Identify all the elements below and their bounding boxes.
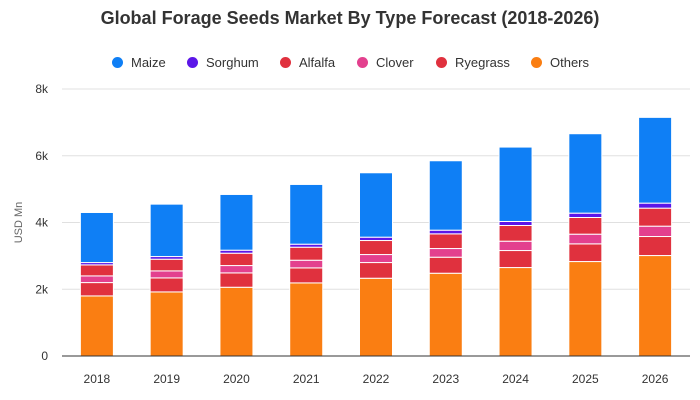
bar-maize-2020 [219, 193, 254, 251]
bar-maize-2024 [498, 146, 533, 222]
legend-swatch-maize [112, 56, 123, 68]
bar-maize-2018 [79, 211, 114, 264]
legend-swatch-ryegrass [436, 56, 447, 68]
bar-others-2024 [498, 267, 533, 357]
bar-sorghum-2026 [638, 202, 673, 209]
bar-others-2020 [219, 286, 254, 357]
legend-label-maize: Maize [131, 54, 166, 70]
bar-ryegrass-2024 [498, 250, 533, 269]
bar-ryegrass-2021 [289, 267, 324, 284]
bar-maize-2026 [638, 116, 673, 204]
bar-sorghum-2025 [568, 212, 603, 218]
bar-alfalfa-2024 [498, 225, 533, 242]
x-tick-label: 2018 [84, 372, 111, 386]
x-tick-label: 2019 [153, 372, 180, 386]
bar-clover-2023 [428, 248, 463, 258]
bar-others-2019 [149, 291, 184, 357]
bar-ryegrass-2018 [79, 282, 114, 297]
bar-alfalfa-2021 [289, 246, 324, 261]
legend-item-alfalfa[interactable]: Alfalfa [280, 53, 335, 71]
bar-clover-2022 [359, 254, 393, 264]
bar-maize-2019 [149, 203, 184, 258]
legend-label-ryegrass: Ryegrass [455, 54, 510, 70]
bar-alfalfa-2026 [638, 207, 673, 227]
legend-item-clover[interactable]: Clover [357, 53, 414, 71]
y-tick-label: 0 [41, 349, 48, 363]
bar-maize-2025 [568, 133, 603, 214]
legend-label-alfalfa: Alfalfa [299, 54, 336, 70]
legend-swatch-sorghum [187, 56, 198, 68]
bar-clover-2019 [149, 270, 184, 279]
bar-clover-2025 [568, 233, 603, 245]
bar-clover-2024 [498, 240, 533, 252]
x-tick-label: 2020 [223, 372, 250, 386]
x-tick-label: 2021 [293, 372, 320, 386]
y-axis-title: USD Mn [13, 202, 25, 244]
legend-swatch-others [531, 56, 542, 68]
chart-title: Global Forage Seeds Market By Type Forec… [100, 8, 600, 28]
legend-item-ryegrass[interactable]: Ryegrass [436, 53, 510, 71]
x-tick-label: 2024 [502, 372, 529, 386]
bar-others-2018 [79, 295, 114, 357]
legend-label-others: Others [550, 54, 590, 70]
bar-alfalfa-2023 [428, 233, 463, 250]
bar-clover-2018 [79, 275, 114, 284]
legend-swatch-clover [357, 56, 368, 68]
bar-alfalfa-2022 [359, 240, 393, 256]
bar-maize-2023 [428, 160, 463, 231]
bar-alfalfa-2019 [149, 258, 184, 272]
bar-others-2023 [428, 272, 463, 357]
bar-clover-2020 [219, 265, 254, 274]
bar-sorghum-2022 [359, 236, 393, 242]
legend-item-sorghum[interactable]: Sorghum [187, 53, 259, 71]
bar-others-2026 [638, 255, 673, 357]
legend-label-sorghum: Sorghum [206, 54, 259, 70]
bar-alfalfa-2018 [79, 264, 114, 277]
bar-clover-2026 [638, 225, 673, 238]
legend-item-maize[interactable]: Maize [112, 53, 166, 71]
bar-clover-2021 [289, 259, 324, 269]
bar-alfalfa-2025 [568, 216, 603, 235]
bar-others-2022 [359, 277, 393, 357]
legend-label-clover: Clover [376, 54, 414, 70]
legend-item-others[interactable]: Others [531, 53, 589, 71]
bar-ryegrass-2020 [219, 272, 254, 288]
bar-ryegrass-2019 [149, 277, 184, 293]
bar-others-2021 [289, 282, 324, 357]
bar-others-2025 [568, 261, 603, 357]
y-tick-label: 6k [35, 149, 49, 163]
bar-maize-2021 [289, 183, 324, 245]
bar-ryegrass-2022 [359, 262, 393, 279]
chart-legend: Maize Sorghum Alfalfa Clover Ryegrass Ot… [0, 53, 700, 71]
y-tick-label: 2k [35, 282, 49, 296]
bar-ryegrass-2023 [428, 256, 463, 274]
bar-maize-2022 [359, 172, 393, 238]
x-tick-label: 2023 [432, 372, 459, 386]
x-tick-label: 2025 [572, 372, 599, 386]
x-tick-label: 2026 [642, 372, 669, 386]
x-tick-label: 2022 [363, 372, 390, 386]
y-tick-label: 4k [35, 216, 49, 230]
bar-ryegrass-2026 [638, 236, 673, 257]
bar-ryegrass-2025 [568, 243, 603, 263]
bar-alfalfa-2020 [219, 252, 254, 267]
legend-swatch-alfalfa [280, 56, 291, 68]
y-tick-label: 8k [35, 82, 49, 96]
bar-sorghum-2023 [428, 229, 463, 235]
bar-sorghum-2024 [498, 220, 533, 227]
